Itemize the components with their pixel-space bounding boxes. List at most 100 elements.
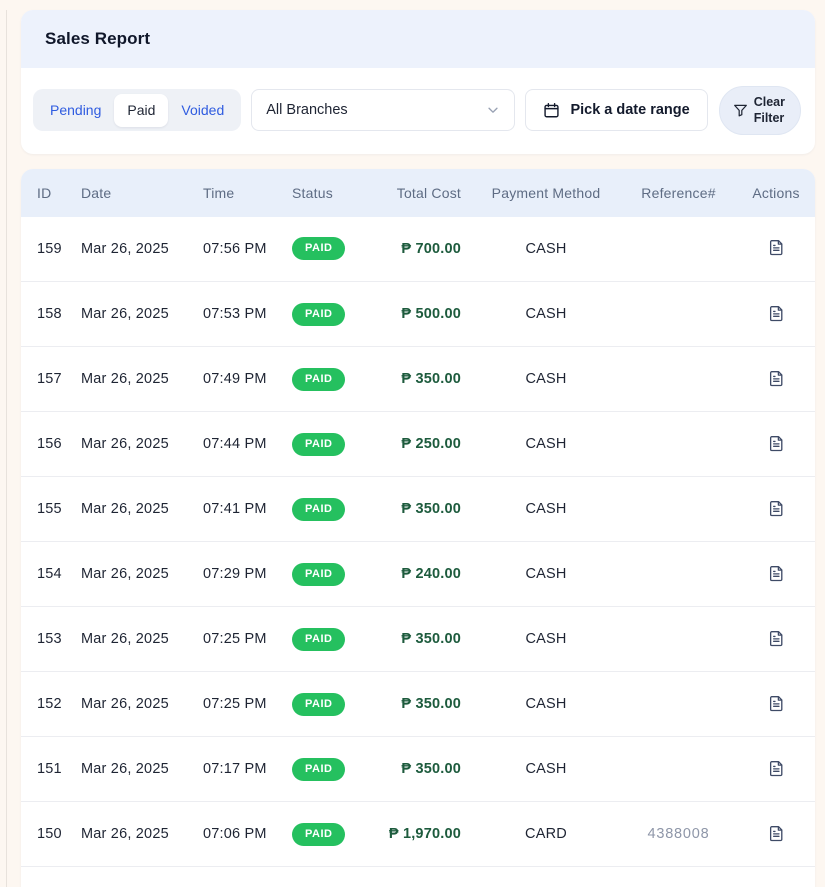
cell-date: Mar 26, 2025 (77, 606, 199, 672)
cell-time: 07:56 PM (199, 216, 288, 282)
view-receipt-button[interactable] (766, 823, 787, 844)
col-header-time: Time (199, 168, 288, 217)
view-receipt-button[interactable] (766, 758, 787, 779)
cell-id: 158 (21, 281, 77, 347)
view-receipt-button[interactable] (766, 303, 787, 324)
table-row: 151 Mar 26, 2025 07:17 PM PAID ₱ 350.00 … (21, 736, 815, 802)
table-row: 150 Mar 26, 2025 07:06 PM PAID ₱ 1,970.0… (21, 801, 815, 867)
cell-actions (736, 541, 815, 607)
cell-status: PAID (288, 541, 376, 607)
cell-total: ₱ 700.00 (376, 216, 471, 282)
view-receipt-button[interactable] (766, 237, 787, 258)
col-header-date: Date (77, 168, 199, 217)
cell-reference (621, 216, 736, 282)
cell-total: ₱ 350.00 (376, 346, 471, 412)
cell-actions (736, 281, 815, 347)
page-title: Sales Report (45, 29, 151, 48)
clear-filter-button[interactable]: Clear Filter (718, 86, 801, 135)
cell-id: 152 (21, 671, 77, 737)
table-row: 157 Mar 26, 2025 07:49 PM PAID ₱ 350.00 … (21, 346, 815, 412)
cell-actions (736, 671, 815, 737)
tab-pending[interactable]: Pending (37, 94, 114, 127)
cell-date: Mar 26, 2025 (77, 476, 199, 542)
status-badge: PAID (292, 237, 346, 261)
cell-status: PAID (288, 346, 376, 412)
tab-voided[interactable]: Voided (168, 94, 237, 127)
receipt-icon (768, 565, 785, 582)
cell-reference (621, 736, 736, 802)
table-body: 159 Mar 26, 2025 07:56 PM PAID ₱ 700.00 … (21, 216, 815, 867)
cell-method: CARD (471, 801, 621, 867)
receipt-icon (768, 695, 785, 712)
cell-date: Mar 26, 2025 (77, 411, 199, 477)
status-badge: PAID (292, 692, 346, 716)
view-receipt-button[interactable] (766, 693, 787, 714)
cell-time: 07:25 PM (199, 606, 288, 672)
cell-id: 159 (21, 216, 77, 282)
sales-table-card: ID Date Time Status Total Cost Payment M… (21, 168, 815, 887)
cell-total: ₱ 500.00 (376, 281, 471, 347)
clear-filter-label: Clear Filter (753, 95, 785, 126)
receipt-icon (768, 825, 785, 842)
cell-reference (621, 671, 736, 737)
cell-date: Mar 26, 2025 (77, 736, 199, 802)
col-header-method: Payment Method (471, 168, 621, 217)
cell-time: 07:06 PM (199, 801, 288, 867)
status-badge: PAID (292, 432, 346, 456)
date-range-label: Pick a date range (570, 102, 690, 119)
cell-actions (736, 801, 815, 867)
cell-time: 07:41 PM (199, 476, 288, 542)
cell-id: 155 (21, 476, 77, 542)
cell-reference (621, 411, 736, 477)
cell-date: Mar 26, 2025 (77, 281, 199, 347)
tab-paid[interactable]: Paid (114, 93, 169, 127)
cell-method: CASH (471, 281, 621, 347)
view-receipt-button[interactable] (766, 498, 787, 519)
cell-actions (736, 346, 815, 412)
cell-status: PAID (288, 476, 376, 542)
cell-status: PAID (288, 801, 376, 867)
status-tab-group: Pending Paid Voided (33, 89, 242, 132)
cell-time: 07:29 PM (199, 541, 288, 607)
cell-date: Mar 26, 2025 (77, 671, 199, 737)
cell-actions (736, 476, 815, 542)
cell-id: 156 (21, 411, 77, 477)
cell-status: PAID (288, 736, 376, 802)
cell-status: PAID (288, 606, 376, 672)
status-badge: PAID (292, 497, 346, 521)
status-badge: PAID (292, 822, 346, 846)
receipt-icon (768, 630, 785, 647)
cell-id: 153 (21, 606, 77, 672)
view-receipt-button[interactable] (766, 433, 787, 454)
cell-time: 07:53 PM (199, 281, 288, 347)
col-header-id: ID (21, 168, 77, 217)
calendar-icon (543, 102, 560, 119)
table-row: 154 Mar 26, 2025 07:29 PM PAID ₱ 240.00 … (21, 541, 815, 607)
status-badge: PAID (292, 757, 346, 781)
filter-bar: Pending Paid Voided All Branches Pick a … (21, 68, 815, 154)
date-range-button[interactable]: Pick a date range (525, 89, 708, 132)
table-row: 153 Mar 26, 2025 07:25 PM PAID ₱ 350.00 … (21, 606, 815, 672)
table-row: 158 Mar 26, 2025 07:53 PM PAID ₱ 500.00 … (21, 281, 815, 347)
table-header-row: ID Date Time Status Total Cost Payment M… (21, 168, 815, 217)
cell-total: ₱ 250.00 (376, 411, 471, 477)
table-row: 159 Mar 26, 2025 07:56 PM PAID ₱ 700.00 … (21, 216, 815, 282)
cell-id: 151 (21, 736, 77, 802)
branch-select[interactable]: All Branches (251, 89, 516, 132)
cell-method: CASH (471, 346, 621, 412)
cell-reference (621, 476, 736, 542)
cell-actions (736, 606, 815, 672)
cell-reference (621, 541, 736, 607)
cell-date: Mar 26, 2025 (77, 801, 199, 867)
receipt-icon (768, 370, 785, 387)
cell-total: ₱ 1,970.00 (376, 801, 471, 867)
table-row: 156 Mar 26, 2025 07:44 PM PAID ₱ 250.00 … (21, 411, 815, 477)
cell-total: ₱ 350.00 (376, 736, 471, 802)
view-receipt-button[interactable] (766, 563, 787, 584)
report-header: Sales Report (21, 10, 815, 68)
view-receipt-button[interactable] (766, 368, 787, 389)
cell-method: CASH (471, 671, 621, 737)
cell-status: PAID (288, 671, 376, 737)
view-receipt-button[interactable] (766, 628, 787, 649)
status-badge: PAID (292, 562, 346, 586)
